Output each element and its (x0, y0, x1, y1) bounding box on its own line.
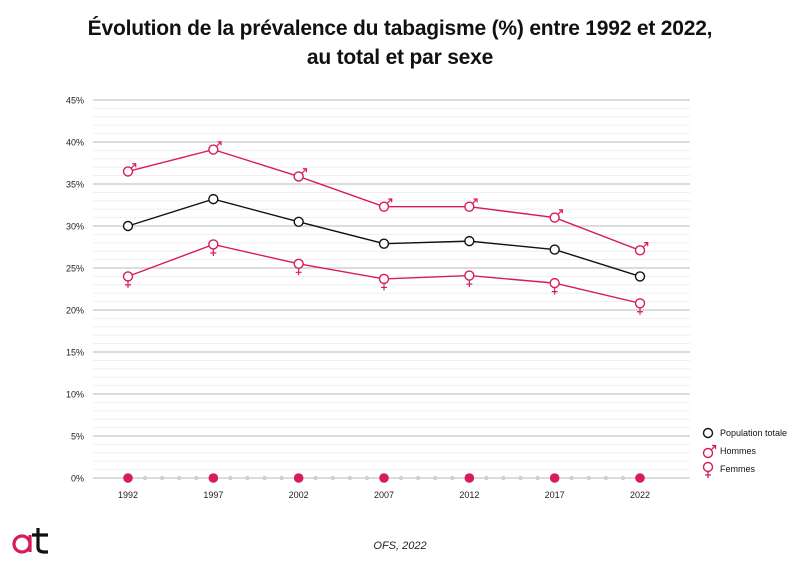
y-tick-label: 40% (66, 138, 84, 148)
data-point-hommes (634, 242, 649, 256)
x-axis-minor-dot (569, 475, 574, 481)
data-point-femmes (122, 271, 134, 288)
x-axis-minor-dot (228, 475, 233, 481)
x-axis-minor-dot (535, 475, 540, 481)
gridlines (93, 99, 690, 479)
x-axis-minor-dot (313, 475, 318, 481)
x-tick-label: 2012 (459, 490, 479, 500)
x-axis-year-marker (379, 473, 389, 483)
x-axis-minor-dot (177, 475, 182, 481)
x-tick-label: 2022 (630, 490, 650, 500)
x-tick-label: 1992 (118, 490, 138, 500)
data-point-hommes (378, 198, 393, 212)
x-axis-minor-dot (330, 475, 335, 481)
x-axis-minor-dot (586, 475, 591, 481)
data-point-femmes (464, 270, 475, 288)
x-axis-year-marker (464, 473, 475, 483)
y-tick-label: 20% (66, 306, 84, 316)
x-axis-year-marker (123, 473, 133, 483)
series-group (122, 141, 649, 315)
x-axis-year-marker (549, 473, 560, 483)
series-line-hommes (127, 148, 641, 252)
x-axis-minor-dot (262, 475, 267, 481)
legend-female-marker-icon (702, 461, 714, 478)
x-tick-label: 2007 (374, 490, 394, 500)
legend-hommes-label: Hommes (720, 446, 757, 456)
x-axis-minor-dot (603, 475, 609, 481)
x-axis-minor-dot (415, 475, 421, 481)
x-axis-minor-dot (159, 475, 165, 481)
data-point-population-totale (464, 235, 475, 247)
x-axis-minor-dot (194, 475, 199, 481)
x-axis-minor-dot (245, 475, 250, 481)
x-axis-minor-dot (398, 475, 404, 481)
data-point-femmes (549, 277, 560, 295)
x-axis-minor-dot (620, 475, 626, 481)
data-point-population-totale (378, 238, 390, 249)
data-point-femmes (634, 298, 646, 315)
data-point-population-totale (208, 193, 219, 205)
data-point-population-totale (293, 216, 304, 228)
x-axis-minor-dot (518, 475, 523, 481)
data-point-hommes (122, 163, 137, 177)
data-point-hommes (549, 209, 563, 223)
data-point-hommes (293, 168, 307, 182)
y-axis-tick-labels: 0% 5% 10% 15% 20% 25% 30% 35% 40% 45% (66, 96, 84, 484)
y-tick-label: 10% (66, 390, 84, 400)
legend-male-marker-icon (702, 444, 717, 459)
chart-title-line-2: au total et par sexe (306, 46, 494, 69)
legend-femmes-label: Femmes (720, 464, 756, 474)
brand-logo-icon (12, 528, 48, 554)
x-axis-minor-dot (450, 475, 455, 481)
y-tick-label: 45% (66, 96, 84, 106)
data-point-femmes (293, 258, 304, 276)
data-point-population-totale (549, 244, 560, 255)
y-tick-label: 15% (66, 348, 84, 358)
x-axis-minor-dot (279, 475, 284, 481)
data-point-femmes (378, 273, 390, 291)
x-axis-minor-dot (142, 475, 148, 481)
legend-total-label: Population totale (720, 428, 788, 438)
x-tick-label: 2017 (545, 490, 565, 500)
x-axis-minor-dot (484, 475, 489, 481)
data-point-population-totale (122, 220, 134, 232)
source-note: OFS, 2022 (373, 540, 427, 552)
data-point-hommes (464, 198, 478, 212)
legend-total-marker-icon (702, 427, 714, 439)
x-axis-year-marker (293, 473, 304, 483)
chart-title-line-1: Évolution de la prévalence du tabagisme … (87, 17, 713, 40)
x-axis-minor-dot (364, 475, 370, 481)
x-tick-label: 2002 (289, 490, 309, 500)
x-axis-minor-dot (433, 475, 438, 481)
x-axis-year-marker (635, 473, 645, 483)
x-tick-label: 1997 (203, 490, 223, 500)
y-tick-label: 0% (71, 474, 84, 484)
x-axis-minor-dot (347, 475, 353, 481)
data-point-population-totale (634, 271, 646, 282)
y-tick-label: 30% (66, 222, 84, 232)
chart-title: Évolution de la prévalence du tabagisme … (0, 14, 800, 72)
x-axis-minor-dot (501, 475, 506, 481)
x-axis-year-marker (208, 473, 219, 483)
data-point-femmes (208, 239, 219, 256)
data-point-hommes (208, 141, 222, 155)
y-tick-label: 25% (66, 264, 84, 274)
y-tick-label: 5% (71, 432, 84, 442)
y-tick-label: 35% (66, 180, 84, 190)
x-axis: 1992 1997 2002 2007 2012 2017 2022 (118, 473, 650, 500)
